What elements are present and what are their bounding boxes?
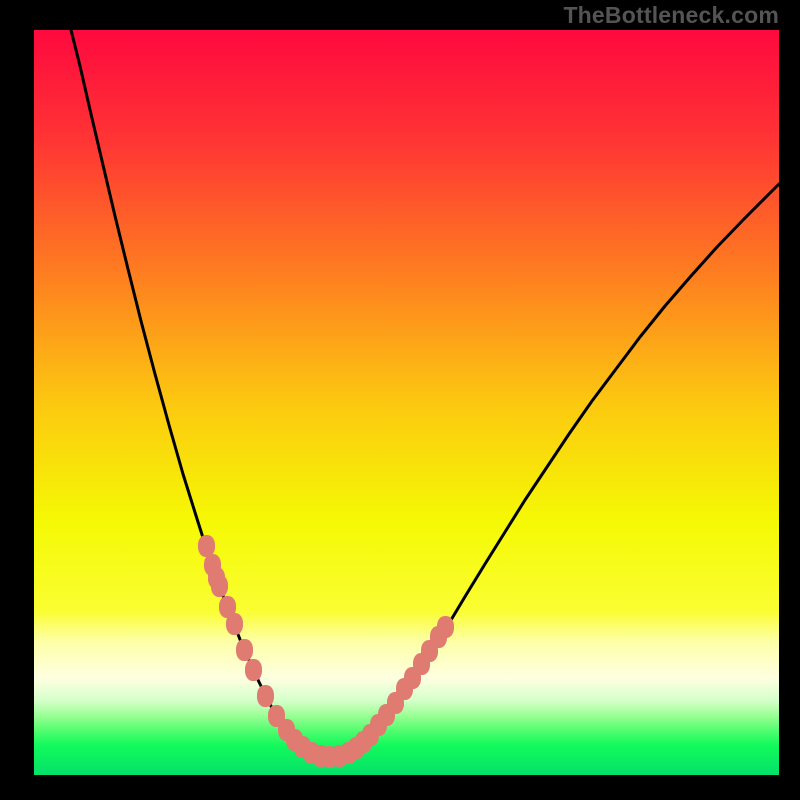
plot-area: [34, 30, 779, 775]
data-marker: [245, 659, 262, 681]
watermark-text: TheBottleneck.com: [563, 2, 779, 29]
data-marker: [437, 616, 454, 638]
data-marker: [211, 575, 228, 597]
data-marker: [226, 613, 243, 635]
data-marker: [236, 639, 253, 661]
data-marker: [257, 685, 274, 707]
